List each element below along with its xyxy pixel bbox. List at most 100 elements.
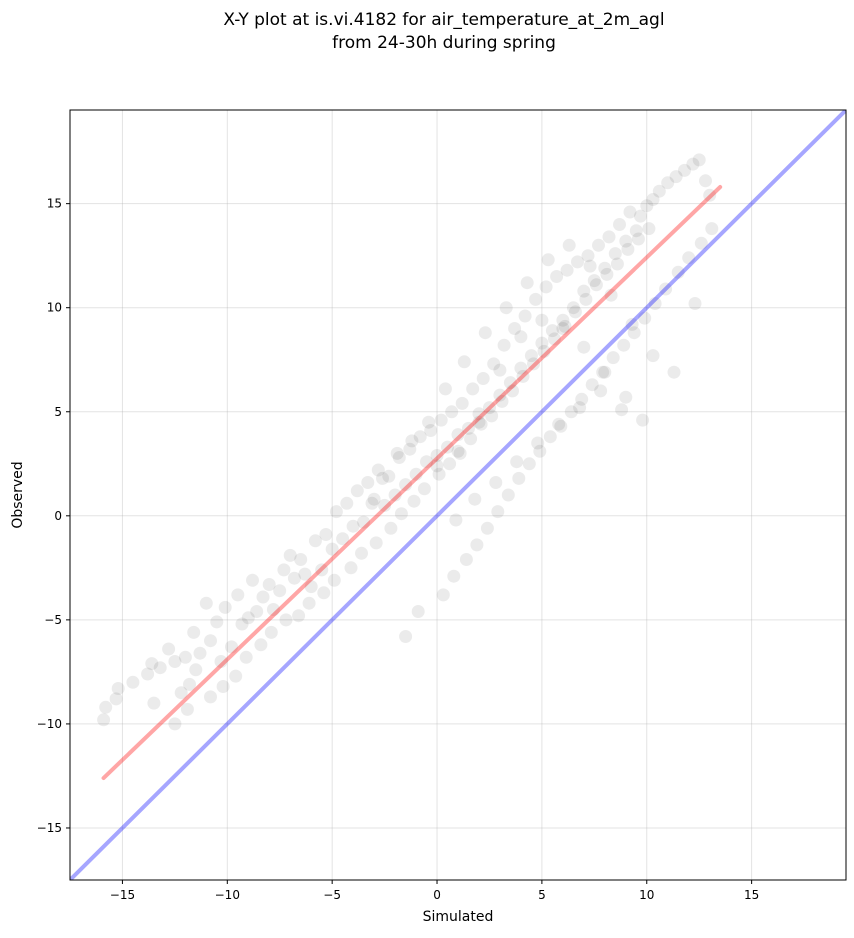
data-point [231, 588, 245, 602]
data-point [204, 634, 217, 648]
data-point [392, 451, 406, 464]
data-point [560, 263, 574, 277]
data-point [399, 630, 413, 643]
data-point [174, 686, 188, 700]
data-point [550, 270, 564, 283]
x-tick-label: −15 [110, 888, 135, 902]
data-point [596, 365, 610, 379]
data-point [390, 446, 404, 460]
data-point [562, 238, 576, 252]
data-point [294, 553, 308, 566]
data-point [501, 488, 515, 502]
data-point [518, 309, 532, 323]
data-point [692, 153, 706, 167]
data-point [520, 276, 534, 290]
data-point [407, 494, 421, 508]
trend-lines [70, 110, 846, 880]
data-point [441, 440, 454, 454]
data-point [327, 573, 341, 587]
data-point [336, 532, 350, 546]
data-point [262, 578, 276, 591]
data-point [298, 567, 312, 581]
data-point [556, 313, 570, 327]
x-axis-label: Simulated [423, 909, 494, 925]
x-tick-label: 10 [639, 888, 654, 902]
data-point [141, 667, 155, 681]
data-point [512, 471, 526, 485]
data-point [558, 319, 572, 333]
data-point [241, 611, 255, 625]
data-point [183, 677, 196, 691]
data-point [350, 484, 364, 498]
data-point [210, 615, 224, 629]
data-point [319, 528, 333, 541]
data-point [499, 301, 513, 315]
data-point [483, 401, 496, 415]
data-point [369, 536, 383, 550]
data-point [451, 444, 465, 458]
data-point [451, 428, 465, 442]
data-point [598, 365, 612, 379]
data-point [378, 498, 392, 512]
data-point [292, 609, 306, 623]
data-point [162, 642, 176, 656]
data-point [602, 230, 616, 244]
data-point [703, 188, 717, 202]
data-point [579, 292, 593, 306]
data-point [694, 236, 708, 250]
data-point [225, 640, 238, 654]
data-point [610, 257, 624, 271]
data-point [250, 605, 264, 618]
data-point [199, 596, 213, 610]
scatter-points [97, 153, 719, 731]
data-point [615, 403, 629, 417]
data-point [571, 255, 584, 269]
data-point [420, 455, 433, 469]
data-point [537, 344, 551, 358]
data-point [646, 349, 660, 363]
data-point [443, 457, 457, 471]
data-point [636, 413, 650, 427]
x-tick-label: −5 [323, 888, 341, 902]
axis-ticks: −15 −10 −5 0 5 10 15 −15 −10 −5 0 5 10 15 [37, 197, 760, 902]
identity-line [70, 110, 846, 880]
data-point [218, 600, 232, 614]
data-point [447, 569, 461, 583]
data-point [619, 390, 633, 404]
data-point [434, 413, 448, 427]
data-point [552, 417, 566, 431]
data-point [566, 301, 580, 315]
data-point [629, 224, 643, 238]
data-point [361, 476, 375, 489]
data-point [648, 297, 662, 310]
data-point [430, 459, 444, 473]
data-point [598, 261, 612, 275]
data-point [126, 675, 140, 689]
data-point [535, 336, 549, 350]
data-point [495, 394, 509, 408]
data-point [646, 193, 660, 206]
data-point [577, 284, 591, 298]
data-point [613, 218, 626, 231]
data-point [506, 384, 519, 398]
y-axis-label: Observed [10, 461, 26, 528]
data-point [606, 351, 620, 365]
data-point [503, 376, 517, 390]
data-point [266, 603, 280, 616]
data-point [413, 430, 427, 444]
data-point [405, 434, 419, 448]
data-point [168, 717, 182, 731]
data-point [466, 382, 480, 396]
data-point [344, 561, 358, 575]
data-point [604, 288, 618, 302]
data-point [535, 313, 549, 327]
data-point [235, 617, 249, 631]
data-point [678, 163, 691, 177]
data-point [145, 657, 159, 671]
data-point [302, 596, 316, 610]
data-point [667, 365, 681, 379]
data-point [317, 586, 331, 600]
data-point [464, 432, 478, 446]
